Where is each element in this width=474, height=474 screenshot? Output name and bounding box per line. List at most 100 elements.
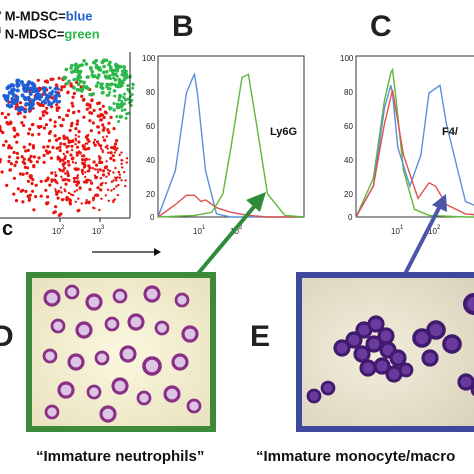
panel-letter-e: E bbox=[250, 320, 271, 353]
scatter-dot bbox=[28, 142, 32, 146]
cell bbox=[44, 404, 60, 420]
scatter-dot bbox=[9, 146, 13, 150]
scatter-dot bbox=[48, 150, 52, 154]
hist-b-xtick-exp-0: 1 bbox=[202, 225, 206, 231]
scatter-dot bbox=[60, 85, 64, 89]
scatter-dot bbox=[61, 118, 65, 122]
scatter-dot bbox=[71, 95, 75, 99]
scatter-dot bbox=[123, 92, 126, 96]
scatter-dot bbox=[93, 174, 97, 177]
scatter-dot bbox=[85, 178, 89, 182]
scatter-dot bbox=[89, 129, 93, 133]
scatter-dot bbox=[13, 135, 17, 139]
scatter-dot bbox=[106, 144, 109, 147]
scatter-dot bbox=[124, 116, 128, 120]
scatter-dot bbox=[75, 167, 78, 170]
scatter-dot bbox=[92, 206, 95, 209]
cell bbox=[333, 339, 351, 357]
scatter-dot bbox=[77, 109, 81, 113]
scatter-dot bbox=[125, 157, 129, 160]
scatter-dot bbox=[95, 65, 100, 70]
scatter-dot bbox=[16, 112, 20, 116]
scatter-dot bbox=[120, 73, 124, 77]
scatter-dot bbox=[77, 135, 80, 138]
scatter-dot bbox=[117, 103, 120, 106]
scatter-dot bbox=[79, 186, 82, 189]
histogram-c-y-ticks: 100 80 60 40 20 0 bbox=[340, 54, 354, 222]
scatter-dot bbox=[80, 202, 83, 205]
cell bbox=[426, 320, 446, 340]
scatter-dot bbox=[109, 151, 113, 155]
scatter-dot bbox=[79, 79, 83, 84]
scatter-x-arrow bbox=[92, 248, 161, 256]
scatter-dot bbox=[117, 183, 120, 187]
scatter-dot bbox=[101, 70, 106, 75]
scatter-dot bbox=[82, 115, 86, 119]
scatter-dot bbox=[82, 97, 86, 101]
scatter-dot bbox=[116, 176, 119, 179]
scatter-dot bbox=[90, 69, 95, 74]
scatter-dot bbox=[92, 108, 96, 113]
scatter-dot bbox=[32, 208, 36, 212]
scatter-dot bbox=[77, 130, 81, 134]
scatter-dot bbox=[67, 144, 70, 148]
cell bbox=[186, 398, 202, 414]
scatter-dot bbox=[51, 145, 55, 150]
scatter-dot bbox=[119, 102, 123, 106]
scatter-dot bbox=[92, 142, 96, 145]
scatter-dot bbox=[60, 191, 63, 194]
scatter-dot bbox=[57, 213, 61, 217]
scatter-dot bbox=[118, 93, 122, 97]
scatter-dot bbox=[29, 175, 33, 179]
scatter-dot bbox=[131, 82, 135, 86]
scatter-dot bbox=[66, 170, 69, 173]
scatter-dot bbox=[76, 181, 80, 185]
scatter-dot bbox=[15, 95, 20, 100]
cell bbox=[57, 381, 75, 399]
cell bbox=[359, 359, 377, 377]
cell bbox=[42, 348, 58, 364]
scatter-dot bbox=[1, 143, 6, 147]
histogram-b-y-ticks: 100 80 60 40 20 0 bbox=[142, 54, 156, 222]
scatter-dot bbox=[67, 109, 71, 113]
cell bbox=[412, 328, 432, 348]
cell bbox=[367, 315, 385, 333]
caption-d: “Immature neutrophils” bbox=[36, 448, 205, 465]
scatter-dot bbox=[45, 106, 49, 110]
scatter-dot bbox=[65, 82, 69, 86]
scatter-dot bbox=[42, 126, 47, 130]
scatter-dot bbox=[16, 78, 21, 83]
scatter-dot bbox=[61, 178, 64, 181]
scatter-dot bbox=[126, 87, 130, 91]
scatter-dot bbox=[118, 173, 122, 176]
scatter-dot bbox=[9, 162, 13, 166]
scatter-dot bbox=[87, 202, 91, 205]
scatter-dot bbox=[101, 136, 105, 139]
legend-line-n-mdsc: hi N-MDSC=green bbox=[0, 27, 100, 41]
scatter-dot bbox=[62, 85, 66, 89]
scatter-dot bbox=[9, 121, 13, 125]
scatter-dot bbox=[15, 140, 19, 144]
micrograph-d-frame bbox=[26, 272, 216, 432]
scatter-dot bbox=[43, 109, 47, 114]
scatter-dot bbox=[37, 156, 41, 160]
scatter-dot bbox=[92, 196, 96, 200]
scatter-dot bbox=[111, 70, 115, 74]
scatter-dot bbox=[19, 105, 24, 110]
scatter-dot bbox=[103, 74, 108, 78]
scatter-dot bbox=[62, 142, 67, 146]
scatter-dot bbox=[96, 171, 100, 174]
scatter-dot bbox=[124, 98, 128, 102]
hist-c-xtick-exp-0: 1 bbox=[400, 225, 404, 231]
scatter-dot bbox=[70, 193, 73, 196]
scatter-dot bbox=[108, 90, 112, 94]
scatter-dot bbox=[117, 170, 121, 174]
scatter-dot bbox=[7, 84, 12, 89]
scatter-dot bbox=[16, 156, 20, 160]
scatter-dot bbox=[62, 164, 65, 168]
scatter-dot bbox=[88, 111, 92, 115]
scatter-dot bbox=[104, 194, 108, 197]
scatter-dot bbox=[105, 93, 109, 97]
scatter-dot bbox=[31, 146, 35, 150]
scatter-dot bbox=[44, 79, 49, 83]
